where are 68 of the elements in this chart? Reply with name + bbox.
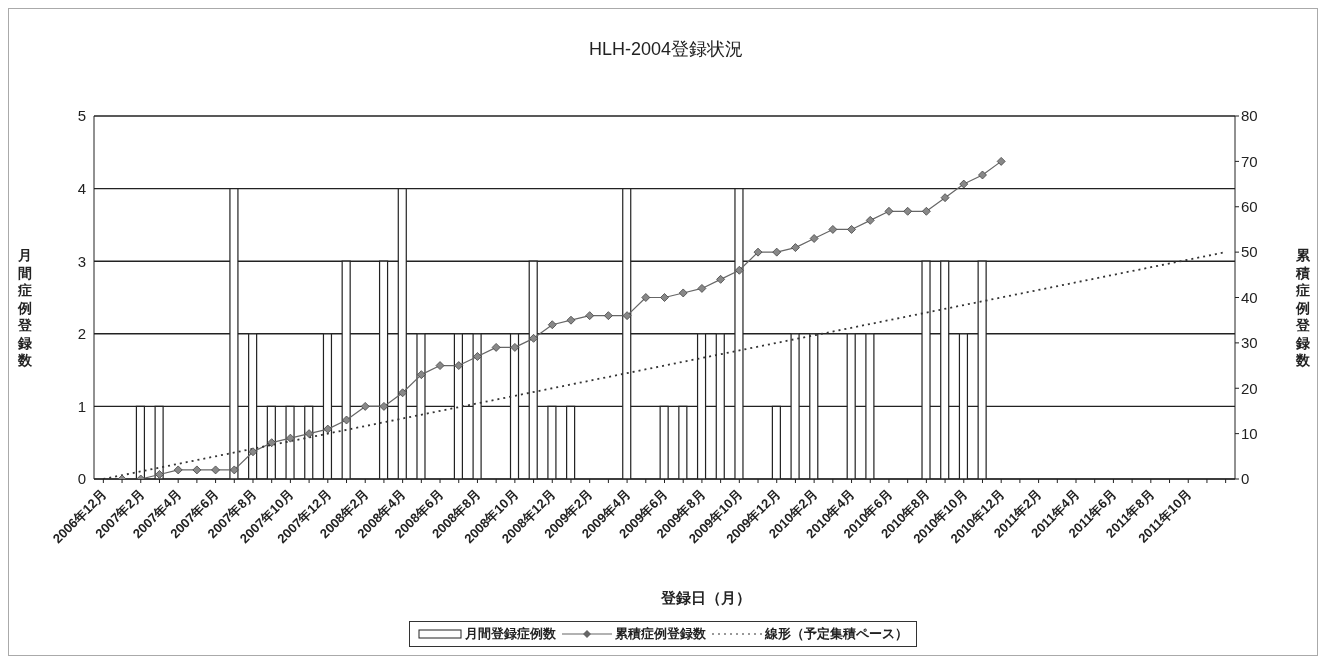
point: [847, 225, 856, 234]
point: [360, 402, 370, 411]
point: [473, 352, 482, 361]
point: [959, 179, 969, 189]
point: [304, 429, 314, 439]
y2-tick-label: 10: [1241, 424, 1258, 442]
y2-tick-label: 20: [1241, 379, 1258, 397]
point: [921, 206, 931, 216]
point: [547, 320, 557, 330]
point: [248, 447, 258, 457]
y2-tick-label: 40: [1241, 288, 1258, 306]
point: [211, 465, 220, 475]
point: [716, 274, 726, 284]
y-axis-title: 月間症例登録数: [17, 247, 33, 370]
point: [342, 415, 351, 425]
point: [791, 243, 800, 252]
point: [996, 156, 1006, 166]
y-tick-label: 0: [77, 470, 86, 488]
y-tick-label: 4: [77, 179, 86, 197]
point: [435, 361, 445, 370]
y-tick-label: 5: [77, 107, 86, 125]
point: [398, 388, 408, 398]
y-tick-label: 3: [77, 252, 86, 270]
point: [267, 438, 277, 448]
point: [379, 402, 389, 411]
point: [491, 343, 501, 352]
legend-label: 月間登録症例数: [465, 625, 556, 643]
point: [603, 311, 613, 321]
point: [884, 206, 894, 216]
point: [772, 247, 782, 257]
point: [753, 247, 763, 257]
point: [585, 311, 595, 321]
y-tick-label: 2: [77, 325, 86, 343]
point: [678, 288, 688, 298]
point: [809, 234, 819, 243]
point: [286, 433, 295, 443]
point: [229, 465, 239, 475]
point: [192, 465, 202, 475]
point: [155, 470, 164, 479]
y2-tick-label: 30: [1241, 334, 1258, 352]
chart-title: HLH-2004登録状況: [587, 38, 744, 61]
y-tick-label: 1: [77, 397, 86, 415]
point: [660, 293, 669, 302]
y2-tick-label: 60: [1241, 198, 1258, 216]
y2-tick-label: 70: [1241, 152, 1258, 170]
point: [529, 333, 538, 343]
y2-axis-title: 累積症例登録数: [1295, 247, 1311, 370]
y2-tick-label: 0: [1241, 470, 1250, 488]
point: [828, 225, 838, 234]
point: [566, 315, 576, 325]
point: [865, 215, 875, 225]
point: [622, 311, 632, 321]
legend-label: 線形（予定集積ペース）: [765, 625, 908, 643]
point: [323, 424, 333, 434]
y2-tick-label: 80: [1241, 107, 1258, 125]
point: [416, 370, 426, 380]
point: [641, 293, 651, 302]
point: [940, 193, 950, 203]
point: [978, 170, 987, 180]
y2-tick-label: 50: [1241, 243, 1258, 261]
point: [903, 206, 913, 216]
point: [454, 361, 464, 370]
x-axis-title: 登録日（月）: [660, 589, 752, 608]
legend-label: 累積症例登録数: [615, 625, 706, 643]
point: [697, 284, 707, 293]
point: [173, 465, 183, 475]
point: [734, 265, 744, 275]
point: [510, 343, 520, 352]
